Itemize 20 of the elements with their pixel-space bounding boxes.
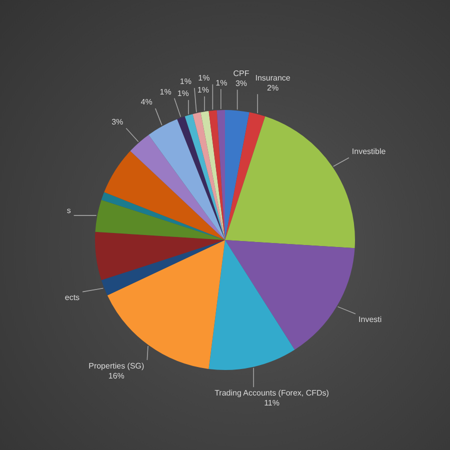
slice-label: Investible [352, 146, 386, 156]
slice-label: s [66, 206, 71, 215]
data-label: 1% [198, 74, 210, 83]
data-label: 2% [267, 83, 279, 92]
slice-label: Trading Accounts (Forex, CFDs) [214, 388, 330, 398]
data-label: 16% [108, 371, 124, 380]
data-label: 11% [264, 398, 280, 408]
data-label: 3% [235, 78, 248, 88]
slice-label: Insurance [255, 73, 291, 82]
slice-label: Investi [358, 315, 382, 324]
data-label: 1% [177, 89, 189, 98]
data-label: 1% [180, 77, 192, 86]
data-label: 3% [112, 117, 124, 126]
data-label: 4% [140, 98, 152, 107]
slice-label: CPF [233, 68, 250, 78]
data-label: 1% [160, 87, 172, 96]
data-label: 1% [197, 86, 209, 95]
data-label: 1% [216, 78, 228, 88]
slice-label: Properties (SG) [88, 361, 145, 370]
slice-label: ects [64, 293, 80, 302]
